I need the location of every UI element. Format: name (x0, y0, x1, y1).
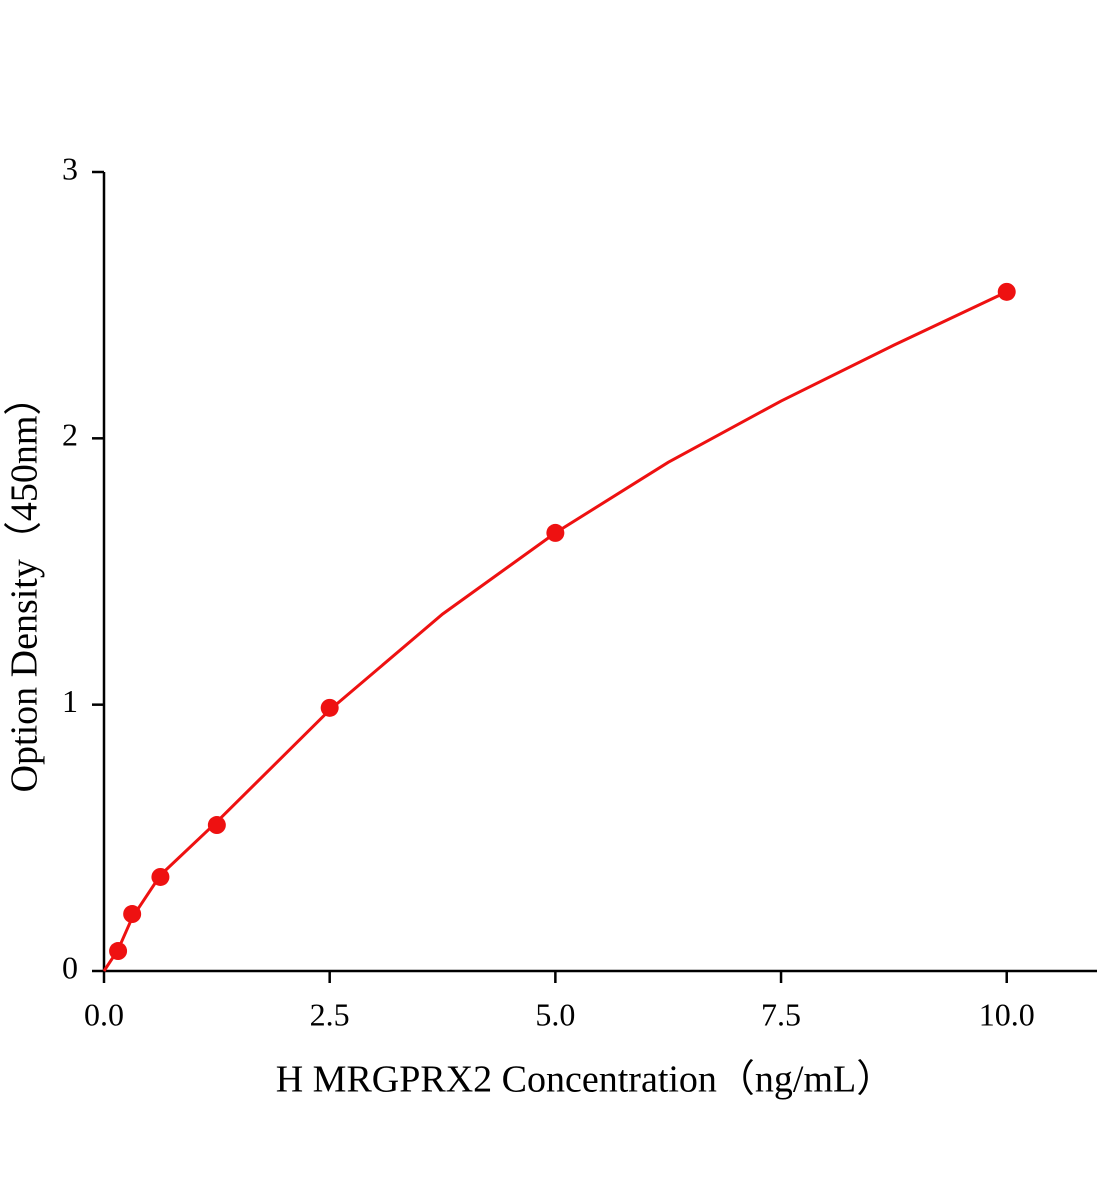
data-point (997, 282, 1016, 301)
data-point (151, 867, 170, 886)
x-axis-title: H MRGPRX2 Concentration（ng/mL） (276, 1059, 895, 1101)
y-tick-label: 1 (62, 683, 78, 719)
data-point (320, 698, 339, 717)
data-point (546, 523, 565, 542)
y-tick-label: 2 (62, 417, 78, 453)
y-tick-label: 3 (62, 150, 78, 186)
x-tick-label: 7.5 (761, 996, 801, 1032)
data-point (109, 942, 128, 961)
fit-curve (102, 290, 1008, 972)
y-tick-label: 0 (62, 949, 78, 985)
data-point (123, 905, 142, 924)
y-axis-title: Option Density（450nm） (4, 378, 46, 793)
data-point (207, 816, 226, 835)
x-tick-label: 5.0 (535, 996, 575, 1032)
x-tick-label: 2.5 (310, 996, 350, 1032)
x-tick-label: 10.0 (979, 996, 1035, 1032)
x-tick-label: 0.0 (84, 996, 124, 1032)
